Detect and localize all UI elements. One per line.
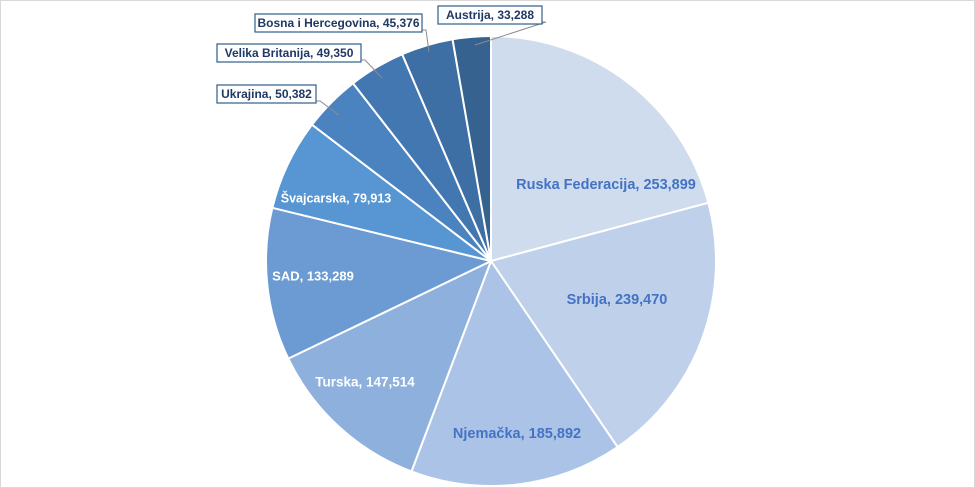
slice-austrija: [451, 34, 492, 262]
slice-sad: [265, 206, 494, 360]
data-label-ruska-federacija: Ruska Federacija, 253,899: [516, 177, 696, 193]
callout-austrija: Austrija, 33,288: [437, 5, 547, 46]
pie-labels: Ruska Federacija, 253,899 Srbija, 239,470…: [216, 5, 696, 442]
pie-slices: [265, 34, 717, 487]
data-label-bosna-i-hercegovina: Bosna i Hercegovina, 45,376: [257, 16, 419, 30]
data-label-ukrajina: Ukrajina, 50,382: [221, 87, 312, 101]
callout-box: [216, 43, 362, 63]
slice-turska: [286, 259, 493, 473]
data-label-turska: Turska, 147,514: [315, 375, 415, 390]
slice-ruska-federacija: [490, 34, 710, 263]
callout-box: [437, 5, 543, 25]
callout-ukrajina: Ukrajina, 50,382: [216, 84, 340, 116]
callout-bosna-i-hercegovina: Bosna i Hercegovina, 45,376: [254, 13, 430, 53]
callout-box: [254, 13, 423, 33]
slice-njemacka: [410, 258, 619, 487]
data-label-njemacka: Njemačka, 185,892: [453, 426, 581, 442]
leader-line: [361, 59, 383, 79]
data-label-sad: SAD, 133,289: [272, 268, 354, 283]
leader-line: [422, 29, 430, 53]
data-label-srbija: Srbija, 239,470: [567, 292, 668, 308]
callout-velika-britanija: Velika Britanija, 49,350: [216, 43, 383, 79]
data-label-svajcarska: Švajcarska, 79,913: [281, 190, 392, 205]
slice-srbija: [489, 201, 717, 449]
leader-line: [316, 100, 340, 116]
callout-box: [216, 84, 317, 104]
data-label-austrija: Austrija, 33,288: [446, 8, 534, 22]
data-label-velika-britanija: Velika Britanija, 49,350: [225, 46, 354, 60]
leader-line: [474, 21, 547, 46]
